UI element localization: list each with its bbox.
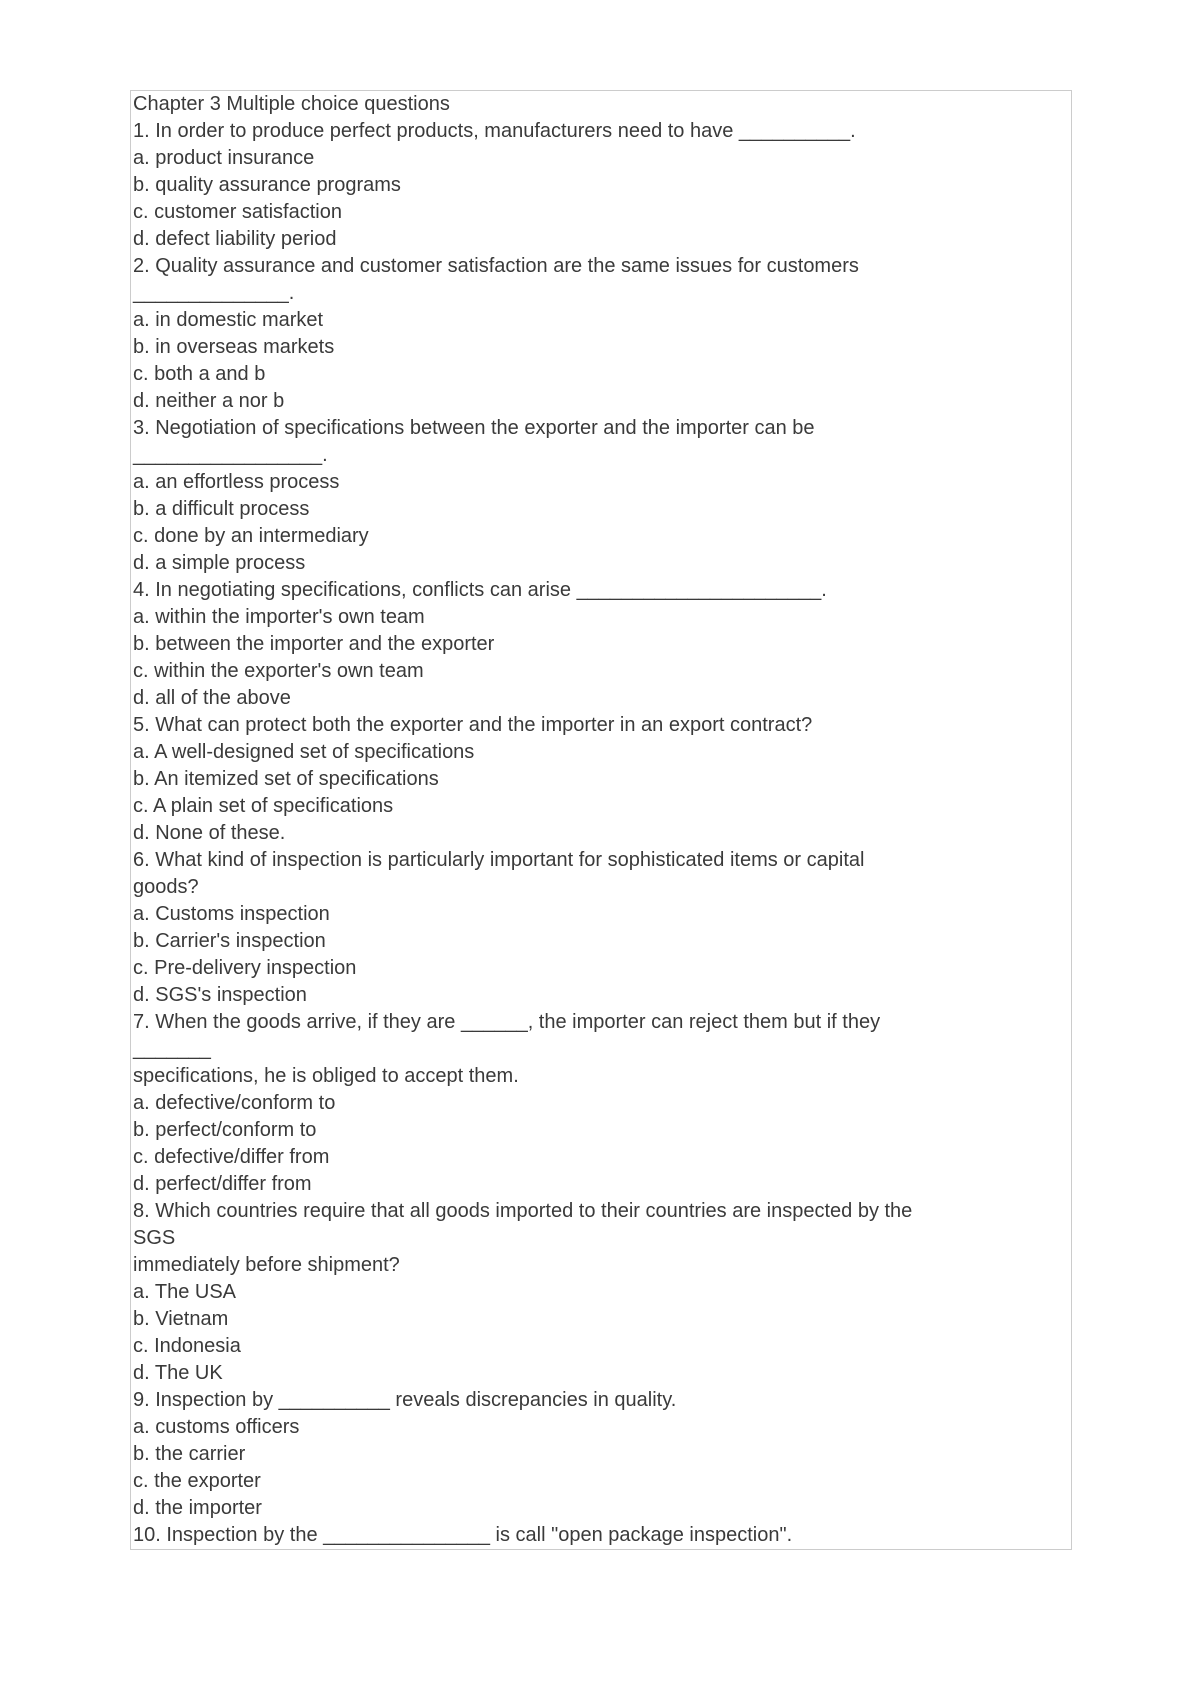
doc-line: c. Pre-delivery inspection <box>131 955 1071 982</box>
doc-line: immediately before shipment? <box>131 1252 1071 1279</box>
doc-line: b. the carrier <box>131 1441 1071 1468</box>
doc-line: c. defective/differ from <box>131 1144 1071 1171</box>
doc-line: 2. Quality assurance and customer satisf… <box>131 253 1071 280</box>
doc-line: b. a difficult process <box>131 496 1071 523</box>
doc-line: 7. When the goods arrive, if they are __… <box>131 1009 1071 1036</box>
doc-line: 3. Negotiation of specifications between… <box>131 415 1071 442</box>
doc-line: ______________. <box>131 280 1071 307</box>
doc-line: c. done by an intermediary <box>131 523 1071 550</box>
doc-line: c. customer satisfaction <box>131 199 1071 226</box>
doc-line: 6. What kind of inspection is particular… <box>131 847 1071 874</box>
doc-line: b. perfect/conform to <box>131 1117 1071 1144</box>
document-page: Chapter 3 Multiple choice questions 1. I… <box>0 0 1200 1698</box>
doc-line: d. all of the above <box>131 685 1071 712</box>
doc-line: d. perfect/differ from <box>131 1171 1071 1198</box>
doc-line: 9. Inspection by __________ reveals disc… <box>131 1387 1071 1414</box>
doc-line: a. The USA <box>131 1279 1071 1306</box>
doc-line: a. Customs inspection <box>131 901 1071 928</box>
doc-line: a. defective/conform to <box>131 1090 1071 1117</box>
doc-line: 4. In negotiating specifications, confli… <box>131 577 1071 604</box>
doc-line: b. in overseas markets <box>131 334 1071 361</box>
doc-line: c. A plain set of specifications <box>131 793 1071 820</box>
doc-line: b. between the importer and the exporter <box>131 631 1071 658</box>
doc-line: 1. In order to produce perfect products,… <box>131 118 1071 145</box>
doc-line: 10. Inspection by the _______________ is… <box>131 1522 1071 1549</box>
doc-line: c. within the exporter's own team <box>131 658 1071 685</box>
doc-line: b. Vietnam <box>131 1306 1071 1333</box>
doc-line: d. neither a nor b <box>131 388 1071 415</box>
doc-line: c. Indonesia <box>131 1333 1071 1360</box>
doc-line: a. in domestic market <box>131 307 1071 334</box>
doc-line: b. An itemized set of specifications <box>131 766 1071 793</box>
doc-line: Chapter 3 Multiple choice questions <box>131 91 1071 118</box>
doc-line: d. SGS's inspection <box>131 982 1071 1009</box>
doc-line: b. Carrier's inspection <box>131 928 1071 955</box>
doc-line: a. customs officers <box>131 1414 1071 1441</box>
doc-line: _______ <box>131 1036 1071 1063</box>
doc-line: 8. Which countries require that all good… <box>131 1198 1071 1225</box>
doc-line: d. The UK <box>131 1360 1071 1387</box>
doc-line: a. product insurance <box>131 145 1071 172</box>
doc-line: d. the importer <box>131 1495 1071 1522</box>
doc-line: d. None of these. <box>131 820 1071 847</box>
doc-line: goods? <box>131 874 1071 901</box>
content-box: Chapter 3 Multiple choice questions 1. I… <box>130 90 1072 1550</box>
doc-line: SGS <box>131 1225 1071 1252</box>
doc-line: b. quality assurance programs <box>131 172 1071 199</box>
doc-line: a. within the importer's own team <box>131 604 1071 631</box>
doc-line: d. defect liability period <box>131 226 1071 253</box>
doc-line: c. the exporter <box>131 1468 1071 1495</box>
doc-line: 5. What can protect both the exporter an… <box>131 712 1071 739</box>
doc-line: a. A well-designed set of specifications <box>131 739 1071 766</box>
doc-line: a. an effortless process <box>131 469 1071 496</box>
doc-line: specifications, he is obliged to accept … <box>131 1063 1071 1090</box>
doc-line: d. a simple process <box>131 550 1071 577</box>
doc-line: c. both a and b <box>131 361 1071 388</box>
doc-line: _________________. <box>131 442 1071 469</box>
